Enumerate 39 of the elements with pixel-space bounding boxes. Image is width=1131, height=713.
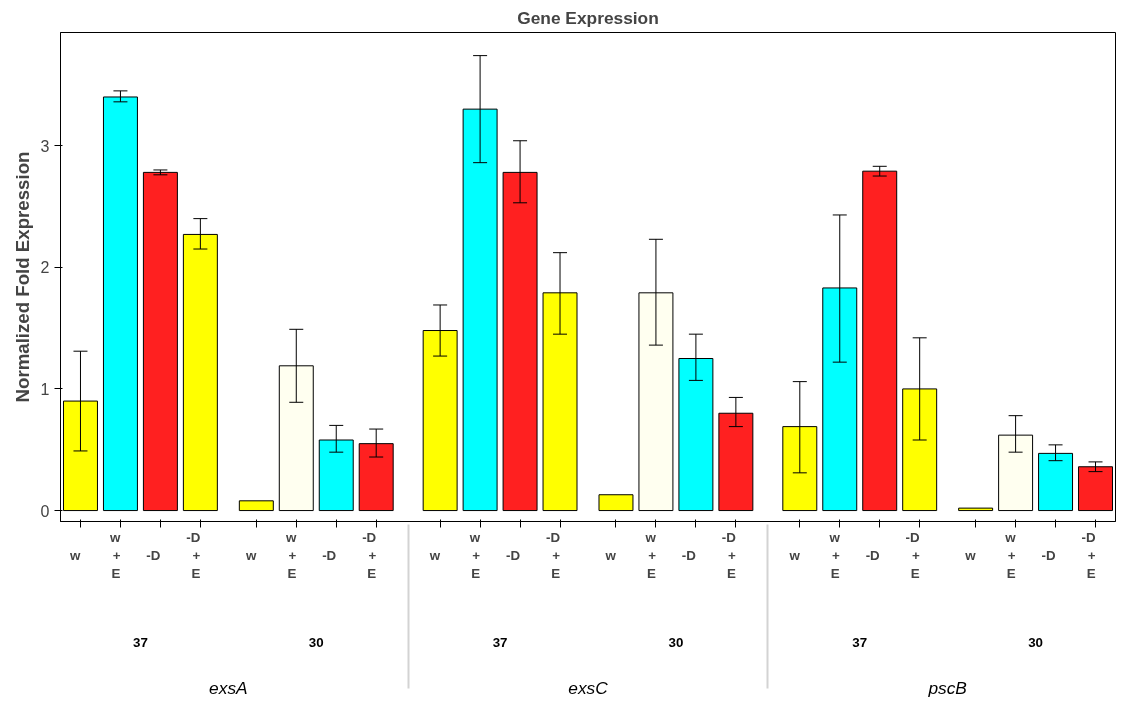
- x-tick-label: -D: [1041, 548, 1056, 563]
- text: 30: [1028, 634, 1043, 650]
- y-tick-label: 0: [40, 502, 50, 520]
- x-tick-label: -D: [506, 548, 521, 563]
- x-tick-label: w + E: [828, 530, 841, 581]
- text: 37: [492, 634, 508, 650]
- x-tick-label: w + E: [1004, 530, 1017, 581]
- x-tick-label: w + E: [644, 530, 657, 581]
- text: exsC: [568, 677, 609, 698]
- x-tick-label: w + E: [109, 530, 122, 581]
- text: 30: [308, 634, 324, 650]
- x-tick-label: -D + E: [186, 530, 201, 581]
- x-tick-label: -D + E: [905, 530, 921, 581]
- text: pscB: [927, 677, 967, 698]
- x-tick-label: -D + E: [721, 530, 737, 581]
- x-tick-label: w: [964, 548, 977, 563]
- text: 37: [852, 634, 868, 650]
- x-tick-label: w: [604, 548, 617, 563]
- x-tick-label: w + E: [468, 530, 481, 581]
- x-tick-label: -D + E: [362, 530, 377, 581]
- x-tick-label: w: [428, 548, 441, 563]
- x-tick-label: -D: [322, 548, 337, 563]
- text: 30: [668, 634, 684, 650]
- text: exsA: [209, 677, 248, 698]
- x-tick-label: w: [244, 548, 257, 563]
- y-tick-label: 3: [40, 137, 50, 155]
- x-tick-label: w: [69, 548, 82, 563]
- x-tick-label: -D: [681, 548, 697, 563]
- y-axis-title: Normalized Fold Expression: [11, 151, 33, 403]
- y-tick-label: 1: [40, 380, 50, 398]
- x-tick-label: w + E: [284, 530, 297, 581]
- x-tick-label: -D: [865, 548, 881, 563]
- y-tick-label: 2: [40, 259, 50, 277]
- chart-title: Gene Expression: [517, 7, 659, 28]
- text: 37: [133, 634, 148, 650]
- x-tick-label: -D + E: [1081, 530, 1096, 581]
- x-tick-label: -D: [146, 548, 161, 563]
- x-tick-label: w: [788, 548, 801, 563]
- x-tick-label: -D + E: [545, 530, 561, 581]
